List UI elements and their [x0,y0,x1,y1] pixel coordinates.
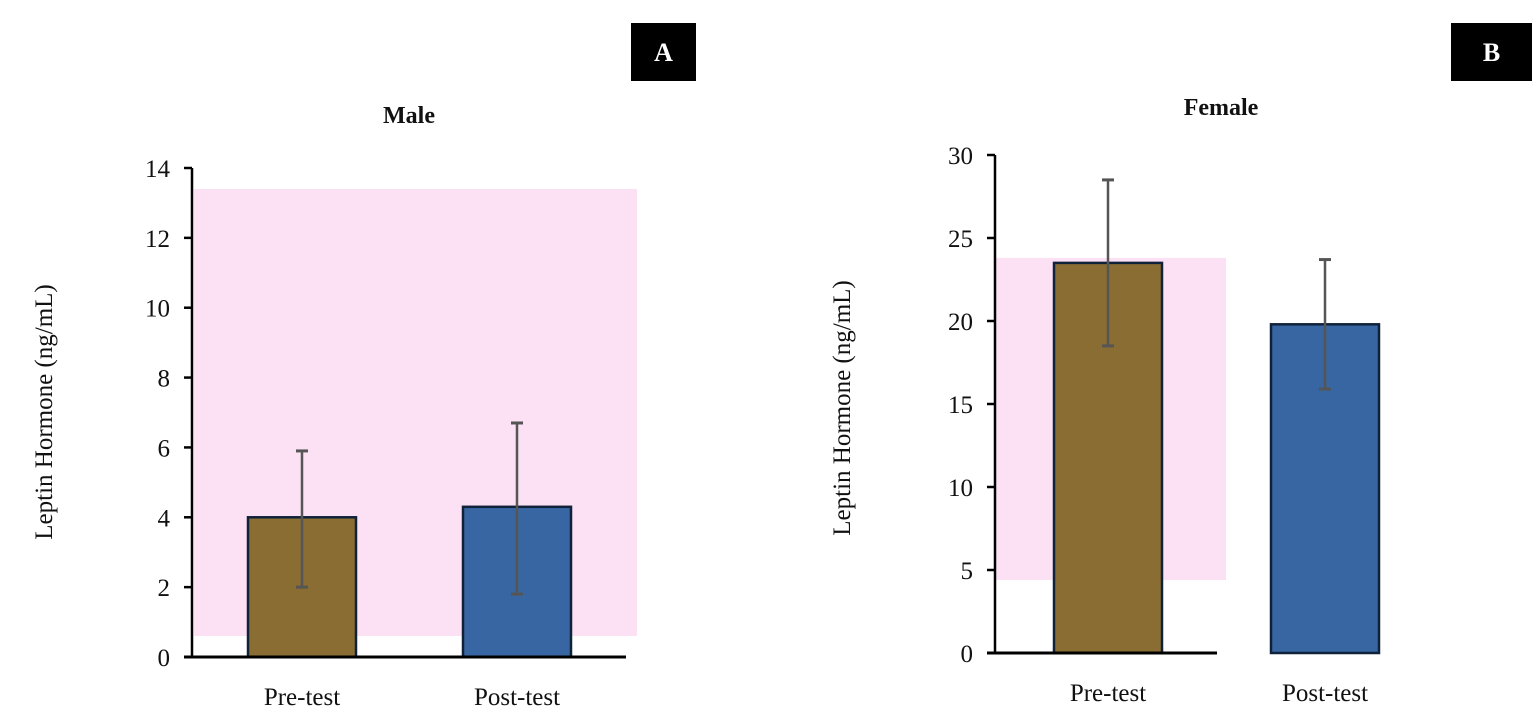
error-bar-pre-test [296,449,308,589]
chart-title: Female [1184,95,1259,121]
x-tick-label: Post-test [1282,680,1368,707]
x-tick-label: Post-test [474,684,560,711]
y-tick-label: 2 [158,575,171,602]
y-tick-label: 8 [158,366,171,393]
chart-title: Male [383,103,435,129]
panel-label-text: B [1483,38,1500,67]
error-bar-pre-test [1102,178,1114,348]
error-bar-post-test [1319,258,1331,391]
panel-label-text: A [654,38,673,67]
y-axis-label: Leptin Hormone (ng/mL) [829,280,856,536]
y-tick-label: 14 [145,156,171,183]
y-tick-label: 12 [145,226,170,253]
chart-panel-b: 0 5 10 15 20 25 30 Pre-test Post-test Female Lepti… [829,23,1532,707]
y-tick-label: 10 [145,296,170,323]
y-tick-label: 4 [158,505,171,532]
y-tick-label: 5 [961,558,974,585]
y-tick-label: 0 [961,641,974,668]
error-bar-post-test [511,421,523,596]
y-tick-label: 6 [158,435,171,462]
y-tick-label: 0 [158,645,171,672]
x-tick-label: Pre-test [1070,680,1146,707]
panel-label-box [631,23,696,81]
panel-label-box [1451,23,1532,81]
y-tick-label: 10 [948,475,973,502]
y-tick-label: 25 [948,226,973,253]
x-tick-label: Pre-test [264,684,340,711]
y-tick-label: 30 [948,143,973,170]
chart-panel-a: 0 2 4 6 8 10 12 14 Pre-test Post-test Male Leptin H… [31,23,696,711]
y-axis-label: Leptin Hormone (ng/mL) [31,284,58,540]
y-tick-label: 15 [948,392,973,419]
panel-label: B [1451,23,1532,81]
y-tick-label: 20 [948,309,973,336]
panel-label: A [631,23,696,81]
